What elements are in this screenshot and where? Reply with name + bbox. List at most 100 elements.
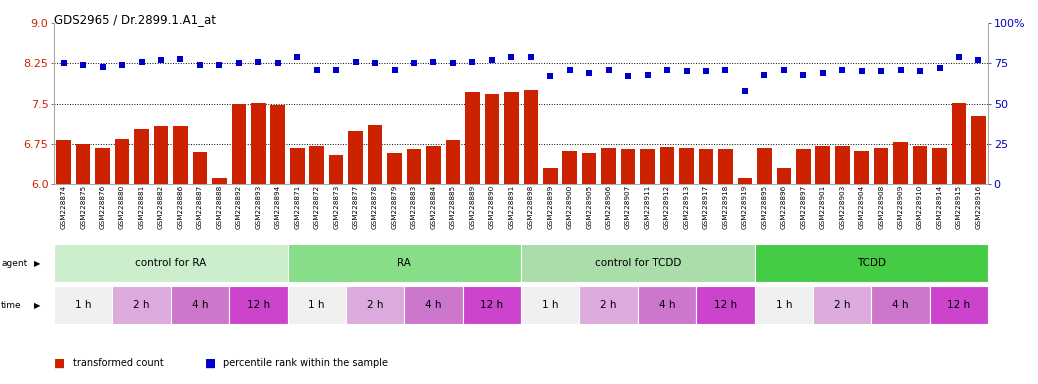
Text: time: time xyxy=(1,301,22,310)
Bar xyxy=(485,94,499,184)
Point xyxy=(464,59,481,65)
Text: ▶: ▶ xyxy=(34,301,40,310)
Point xyxy=(600,67,617,73)
Point xyxy=(114,62,131,68)
Text: 12 h: 12 h xyxy=(247,300,270,310)
Point xyxy=(503,54,520,60)
Bar xyxy=(271,105,285,184)
Text: 12 h: 12 h xyxy=(481,300,503,310)
Bar xyxy=(972,116,986,184)
Bar xyxy=(309,146,324,184)
Bar xyxy=(796,149,811,184)
Point xyxy=(931,65,948,71)
Bar xyxy=(329,155,344,184)
Bar xyxy=(579,286,637,324)
Point xyxy=(971,57,987,63)
Bar xyxy=(637,286,696,324)
Bar xyxy=(212,178,226,184)
Bar xyxy=(874,148,889,184)
Bar xyxy=(407,149,421,184)
Text: control for TCDD: control for TCDD xyxy=(595,258,681,268)
Point xyxy=(853,68,870,74)
Bar xyxy=(660,147,675,184)
Point xyxy=(678,68,694,74)
Bar xyxy=(621,149,635,184)
Bar xyxy=(193,152,208,184)
Point xyxy=(172,55,189,61)
Point xyxy=(815,70,831,76)
Bar xyxy=(757,148,771,184)
Point xyxy=(250,59,267,65)
Point xyxy=(620,73,636,79)
Bar xyxy=(170,286,229,324)
Text: ■: ■ xyxy=(54,356,65,369)
Point xyxy=(873,68,890,74)
Point xyxy=(366,60,383,66)
Bar xyxy=(699,149,713,184)
Bar xyxy=(755,286,813,324)
Text: control for RA: control for RA xyxy=(135,258,207,268)
Text: TCDD: TCDD xyxy=(857,258,885,268)
Bar xyxy=(835,146,849,184)
Point xyxy=(775,67,792,73)
Point xyxy=(348,59,364,65)
Text: ■: ■ xyxy=(204,356,216,369)
Text: agent: agent xyxy=(1,258,27,268)
Point xyxy=(308,67,325,73)
Bar xyxy=(504,92,519,184)
Bar xyxy=(465,92,480,184)
Point xyxy=(386,67,403,73)
Bar xyxy=(427,146,441,184)
Text: ▶: ▶ xyxy=(34,258,40,268)
Bar xyxy=(54,244,288,282)
Point xyxy=(55,60,72,66)
Bar xyxy=(290,148,304,184)
Point xyxy=(133,59,149,65)
Text: 2 h: 2 h xyxy=(133,300,149,310)
Bar xyxy=(288,244,521,282)
Bar xyxy=(445,140,460,184)
Bar xyxy=(738,178,753,184)
Bar xyxy=(696,286,755,324)
Point xyxy=(192,62,209,68)
Bar xyxy=(134,129,148,184)
Text: 2 h: 2 h xyxy=(834,300,850,310)
Point xyxy=(484,57,500,63)
Point xyxy=(581,70,598,76)
Bar xyxy=(251,103,266,184)
Point xyxy=(756,71,772,78)
Bar xyxy=(952,103,966,184)
Bar xyxy=(813,286,872,324)
Bar xyxy=(755,244,988,282)
Point xyxy=(795,71,812,78)
Bar xyxy=(543,168,557,184)
Bar xyxy=(367,125,382,184)
Point xyxy=(698,68,714,74)
Bar xyxy=(154,126,168,184)
Point xyxy=(328,67,345,73)
Point xyxy=(270,60,286,66)
Point xyxy=(75,62,91,68)
Point xyxy=(153,57,169,63)
Text: GDS2965 / Dr.2899.1.A1_at: GDS2965 / Dr.2899.1.A1_at xyxy=(54,13,216,26)
Bar xyxy=(54,286,112,324)
Bar xyxy=(776,168,791,184)
Text: 1 h: 1 h xyxy=(542,300,558,310)
Text: 2 h: 2 h xyxy=(366,300,383,310)
Text: 12 h: 12 h xyxy=(714,300,737,310)
Text: 2 h: 2 h xyxy=(600,300,617,310)
Bar xyxy=(563,151,577,184)
Bar xyxy=(231,104,246,184)
Text: RA: RA xyxy=(398,258,411,268)
Point xyxy=(737,88,754,94)
Point xyxy=(639,71,656,78)
Point xyxy=(522,54,539,60)
Bar xyxy=(76,144,90,184)
Bar xyxy=(463,286,521,324)
Text: percentile rank within the sample: percentile rank within the sample xyxy=(223,358,388,368)
Point xyxy=(659,67,676,73)
Point xyxy=(406,60,422,66)
Text: 1 h: 1 h xyxy=(75,300,91,310)
Text: 12 h: 12 h xyxy=(948,300,971,310)
Bar xyxy=(894,142,908,184)
